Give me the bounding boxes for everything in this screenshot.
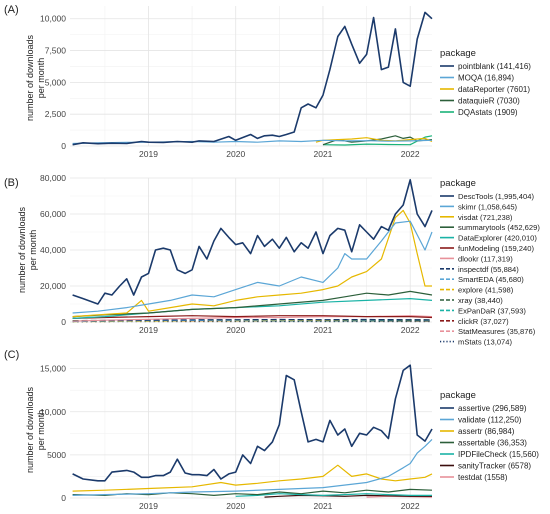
x-tick-label: 2021 xyxy=(314,325,333,335)
y-tick-label: 0 xyxy=(61,493,66,503)
y-tick-label: 80,000 xyxy=(40,173,66,183)
y-axis-label: number of downloadsper month xyxy=(25,34,46,121)
legend-label: pointblank (141,416) xyxy=(458,62,531,71)
legend-title: package xyxy=(440,178,476,189)
x-tick-label: 2022 xyxy=(401,501,420,511)
legend-label: DataExplorer (420,010) xyxy=(458,234,537,243)
y-axis-label-line: number of downloads xyxy=(17,206,27,293)
y-tick-label: 0 xyxy=(61,141,66,151)
x-tick-label: 2020 xyxy=(226,501,245,511)
legend-title: package xyxy=(440,48,476,59)
legend-label: clickR (37,027) xyxy=(458,317,509,326)
legend-label: ExPanDaR (37,593) xyxy=(458,306,526,315)
legend-label: mStats (13,074) xyxy=(458,338,512,347)
x-tick-label: 2020 xyxy=(226,325,245,335)
panel-a: (A) 0 2,500 5,000 7,500 10,000 2019 2020 2021 202… xyxy=(4,4,531,159)
y-tick-label: 60,000 xyxy=(40,209,66,219)
y-tick-label: 5000 xyxy=(47,450,66,460)
x-tick-label: 2019 xyxy=(139,149,158,159)
legend-label: dataquieR (7030) xyxy=(458,97,520,106)
legend-label: StatMeasures (35,876) xyxy=(458,327,536,336)
y-tick-label: 20,000 xyxy=(40,281,66,291)
y-tick-label: 5,000 xyxy=(45,77,67,87)
legend-label: dlookr (117,319) xyxy=(458,254,513,263)
plot-area xyxy=(70,6,432,146)
y-axis-label: number of downloadsper month xyxy=(17,206,38,293)
y-axis-label: number of downloadsper month xyxy=(25,386,46,473)
legend-label: summarytools (452,629) xyxy=(458,223,540,232)
legend-title: package xyxy=(440,390,476,401)
y-axis-label-line: per month xyxy=(36,58,46,99)
x-tick-label: 2019 xyxy=(139,501,158,511)
x-tick-label: 2022 xyxy=(401,149,420,159)
legend-label: skimr (1,058,645) xyxy=(458,202,518,211)
x-tick-label: 2020 xyxy=(226,149,245,159)
panel-label: (C) xyxy=(4,349,19,361)
x-tick-label: 2022 xyxy=(401,325,420,335)
y-tick-label: 2,500 xyxy=(45,109,67,119)
legend-label: assertive (296,589) xyxy=(458,404,527,413)
x-tick-label: 2021 xyxy=(314,501,333,511)
legend-label: SmartEDA (45,680) xyxy=(458,275,524,284)
legend-label: dataReporter (7601) xyxy=(458,85,530,94)
legend-label: DescTools (1,995,404) xyxy=(458,192,534,201)
legend-label: explore (41,598) xyxy=(458,286,514,295)
legend-label: assertr (86,984) xyxy=(458,427,515,436)
y-axis-label-line: number of downloads xyxy=(25,34,35,121)
panel-label: (A) xyxy=(4,4,19,16)
panel-label: (B) xyxy=(4,177,19,189)
panel-b: (B) 0 20,000 40,000 60,000 80,000 2019 2020 2021… xyxy=(4,173,540,347)
legend-label: sanityTracker (6578) xyxy=(458,462,531,471)
legend-label: visdat (721,238) xyxy=(458,213,513,222)
legend-label: DQAstats (1909) xyxy=(458,108,518,117)
legend-label: assertable (36,353) xyxy=(458,439,527,448)
legend-label: IPDFileCheck (15,560) xyxy=(458,450,539,459)
y-tick-label: 0 xyxy=(61,317,66,327)
y-tick-label: 10,000 xyxy=(40,14,66,24)
x-tick-label: 2021 xyxy=(314,149,333,159)
y-axis-label-line: number of downloads xyxy=(25,386,35,473)
y-axis-label-line: per month xyxy=(36,410,46,451)
y-tick-label: 40,000 xyxy=(40,245,66,255)
y-tick-label: 15,000 xyxy=(40,364,66,374)
legend-label: funModeling (159,240) xyxy=(458,244,534,253)
y-tick-label: 7,500 xyxy=(45,46,67,56)
legend-label: MOQA (16,894) xyxy=(458,74,514,83)
x-tick-label: 2019 xyxy=(139,325,158,335)
legend-label: validate (112,250) xyxy=(458,416,522,425)
y-axis-label-line: per month xyxy=(28,230,38,271)
legend-label: testdat (1558) xyxy=(458,473,508,482)
legend-label: xray (38,440) xyxy=(458,296,503,305)
legend-label: inspectdf (55,884) xyxy=(458,265,519,274)
